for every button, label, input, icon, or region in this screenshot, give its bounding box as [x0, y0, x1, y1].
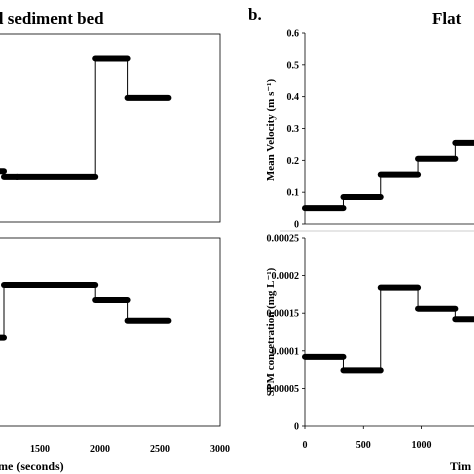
left-panel-title: d sediment bed	[0, 9, 104, 28]
left-bottom-xtick-label: 2500	[150, 444, 170, 455]
right-bottom-ytick-label: 0.0002	[272, 271, 300, 282]
right-bottom-ylabel: SPM concetration (mg L⁻¹)	[265, 267, 277, 396]
right-bottom-xtick-label: 1000	[412, 440, 432, 451]
right-top-ytick-label: 0	[294, 220, 299, 231]
right-top-ytick-label: 0.5	[287, 60, 300, 71]
left-xlabel: me (seconds)	[0, 459, 64, 473]
left-bottom-xtick-label: 1500	[30, 444, 50, 455]
right-bottom-xtick-label: 0	[303, 440, 308, 451]
right-panel-title: Flat	[432, 9, 462, 28]
left-bottom-xtick-label: 2000	[90, 444, 110, 455]
right-bottom-ytick-label: 0.00025	[267, 234, 300, 245]
chart-marks: 1500 2000 2500 3000 0 0.1 0.2 0.3 0.4 0.5 0.6 0 0.00…	[0, 29, 474, 455]
right-top-ytick-label: 0.3	[287, 124, 300, 135]
right-top-ytick-label: 0.6	[287, 29, 300, 40]
right-xlabel: Tim	[450, 459, 471, 473]
right-bottom-ytick-label: 0.0001	[272, 346, 300, 357]
right-top-ytick-label: 0.2	[287, 156, 300, 167]
right-bottom-ytick-label: 0.00015	[267, 309, 300, 320]
right-bottom-ytick-label: 0.00005	[267, 384, 300, 395]
right-bottom-ytick-label: 0	[294, 422, 299, 433]
right-top-ytick-label: 0.1	[287, 188, 300, 199]
right-bottom-xtick-label: 500	[356, 440, 371, 451]
right-top-ytick-label: 0.4	[287, 92, 300, 103]
right-panel-letter: b.	[248, 5, 262, 24]
left-top-plot-frame	[0, 33, 221, 223]
left-bottom-plot-frame	[0, 237, 221, 427]
right-top-ylabel: Mean Velocity (m s⁻¹)	[265, 79, 277, 182]
left-bottom-xtick-label: 3000	[210, 444, 230, 455]
